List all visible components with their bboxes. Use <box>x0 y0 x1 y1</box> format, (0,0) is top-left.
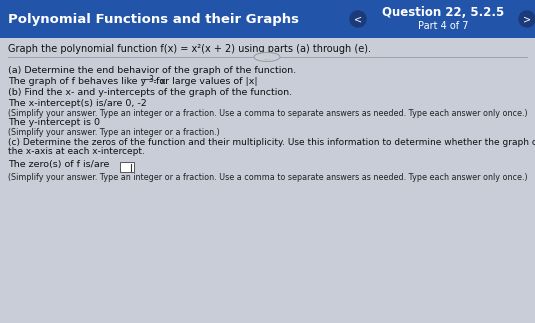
Bar <box>0 0 535 38</box>
Text: (b) Find the x- and y-intercepts of the graph of the function.: (b) Find the x- and y-intercepts of the … <box>8 88 292 97</box>
Text: (Simplify your answer. Type an integer or a fraction. Use a comma to separate an: (Simplify your answer. Type an integer o… <box>8 109 528 118</box>
Text: >: > <box>523 14 531 24</box>
Text: for large values of |x|: for large values of |x| <box>153 77 258 86</box>
Text: The graph of f behaves like y = x: The graph of f behaves like y = x <box>8 77 166 86</box>
Text: The zero(s) of f is/are: The zero(s) of f is/are <box>8 160 109 169</box>
Text: (Simplify your answer. Type an integer or a fraction.): (Simplify your answer. Type an integer o… <box>8 128 220 137</box>
Text: Polynomial Functions and their Graphs: Polynomial Functions and their Graphs <box>8 13 299 26</box>
Text: the x-axis at each x-intercept.: the x-axis at each x-intercept. <box>8 147 145 156</box>
Text: The x-intercept(s) is/are 0, -2: The x-intercept(s) is/are 0, -2 <box>8 99 147 108</box>
Text: (Simplify your answer. Type an integer or a fraction. Use a comma to separate an: (Simplify your answer. Type an integer o… <box>8 173 528 182</box>
Text: Graph the polynomial function f(x) = x²(x + 2) using parts (a) through (e).: Graph the polynomial function f(x) = x²(… <box>8 44 371 54</box>
Bar <box>120 162 134 172</box>
Text: (a) Determine the end behavior of the graph of the function.: (a) Determine the end behavior of the gr… <box>8 66 296 75</box>
Text: Part 4 of 7: Part 4 of 7 <box>418 21 468 31</box>
Circle shape <box>350 11 366 27</box>
Text: The y-intercept is 0: The y-intercept is 0 <box>8 118 100 127</box>
Text: ...: ... <box>263 53 271 61</box>
Text: <: < <box>354 14 362 24</box>
Text: (c) Determine the zeros of the function and their multiplicity. Use this informa: (c) Determine the zeros of the function … <box>8 138 535 147</box>
Ellipse shape <box>254 53 280 61</box>
Text: 3: 3 <box>148 75 153 84</box>
Circle shape <box>519 11 535 27</box>
Text: Question 22, 5.2.5: Question 22, 5.2.5 <box>382 6 504 19</box>
